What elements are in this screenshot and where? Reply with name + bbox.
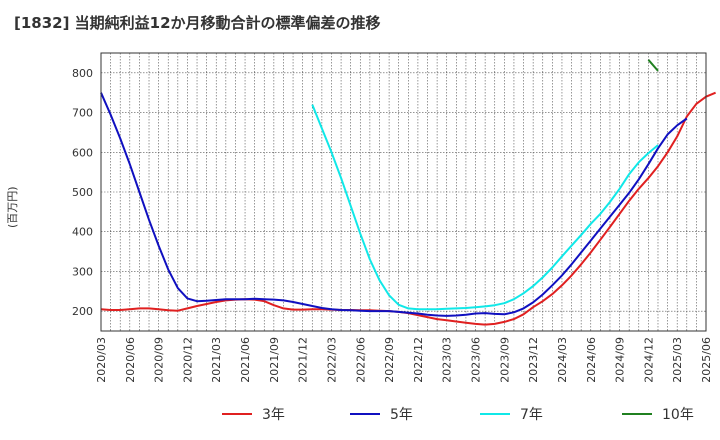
legend: 3年 5年 7年 10年: [0, 402, 720, 426]
x-tick-label: 2023/09: [498, 337, 511, 383]
x-tick-label: 2023/06: [470, 337, 483, 383]
y-tick-label: 600: [72, 146, 93, 159]
x-tick-label: 2020/09: [153, 337, 166, 383]
legend-label: 7年: [520, 407, 543, 423]
x-tick-label: 2022/09: [383, 337, 396, 383]
x-tick-label: 2020/03: [95, 337, 108, 383]
y-tick-label: 300: [72, 265, 93, 278]
series-line-1: [100, 91, 716, 326]
legend-label: 10年: [662, 407, 694, 423]
x-tick-label: 2024/09: [614, 337, 627, 383]
y-tick-label: 200: [72, 305, 93, 318]
grid: [101, 53, 706, 331]
legend-item: 3年: [222, 402, 285, 426]
y-tick-label: 800: [72, 67, 93, 80]
y-tick-label: 400: [72, 226, 93, 239]
x-tick-label: 2022/12: [412, 337, 425, 383]
x-tick-label: 2020/12: [181, 337, 194, 383]
x-tick-label: 2024/06: [585, 337, 598, 383]
y-tick-label: 700: [72, 107, 93, 120]
legend-item: 10年: [622, 402, 694, 426]
legend-swatch: [222, 413, 252, 415]
x-tick-label: 2025/03: [671, 337, 684, 383]
x-tick-label: 2021/09: [268, 337, 281, 383]
x-tick-label: 2021/12: [297, 337, 310, 383]
x-tick-label: 2021/06: [239, 337, 252, 383]
x-tick-label: 2023/03: [441, 337, 454, 383]
series-line-3: [311, 104, 659, 311]
legend-item: 5年: [350, 402, 413, 426]
legend-item: 7年: [480, 402, 543, 426]
x-tick-label: 2024/03: [556, 337, 569, 383]
x-tick-label: 2022/03: [325, 337, 338, 383]
series-group: [100, 59, 716, 326]
legend-swatch: [350, 413, 380, 415]
series-line-4: [647, 59, 659, 72]
y-tick-label: 500: [72, 186, 93, 199]
legend-label: 3年: [262, 407, 285, 423]
x-tick-label: 2024/12: [642, 337, 655, 383]
x-tick-label: 2022/06: [354, 337, 367, 383]
legend-swatch: [480, 413, 510, 415]
plot-frame: [100, 52, 707, 332]
x-tick-label: 2023/12: [527, 337, 540, 383]
legend-swatch: [622, 413, 652, 415]
y-axis: 200 300 400 500 600 700 800: [72, 67, 93, 318]
series-line-2: [100, 92, 688, 317]
x-tick-label: 2020/06: [124, 337, 137, 383]
legend-label: 5年: [390, 407, 413, 423]
x-tick-label: 2025/06: [700, 337, 713, 383]
x-axis: 2020/03 2020/06 2020/09 2020/12 2021/03 2021/…: [95, 337, 713, 383]
chart-title: [1832] 当期純利益12か月移動合計の標準偏差の推移: [14, 14, 381, 32]
x-tick-label: 2021/03: [210, 337, 223, 383]
